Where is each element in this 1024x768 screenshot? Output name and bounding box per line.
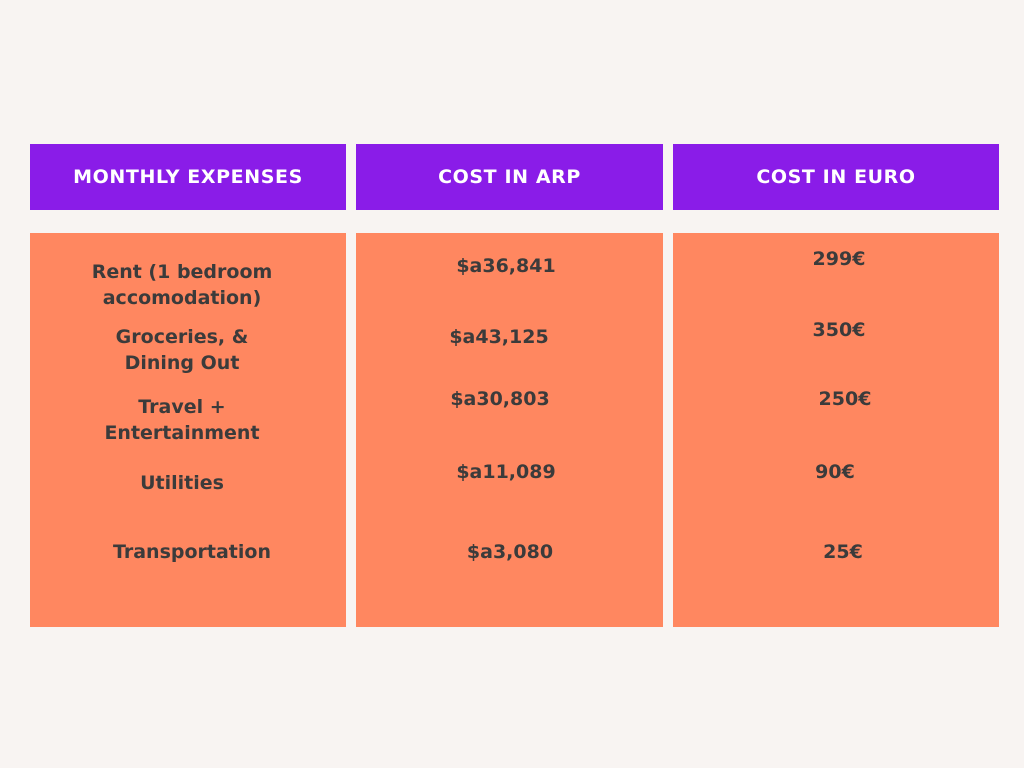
- arp-value-transportation: $a3,080: [466, 541, 554, 563]
- euro-column: [673, 233, 999, 627]
- euro-value-transportation: 25€: [823, 541, 863, 563]
- euro-value-groceries: 350€: [812, 319, 866, 341]
- expense-label-line: Groceries, &: [115, 326, 249, 348]
- header-monthly-expenses-label: MONTHLY EXPENSES: [73, 166, 303, 188]
- expenses-column: [30, 233, 346, 627]
- header-cost-euro-label: COST IN EURO: [756, 166, 916, 188]
- expense-label-line: Travel +: [138, 396, 226, 418]
- arp-value-utilities: $a11,089: [456, 461, 556, 483]
- expense-label-utilities: Utilities: [40, 470, 324, 496]
- euro-value-travel: 250€: [818, 388, 872, 410]
- arp-value-travel: $a30,803: [450, 388, 550, 410]
- expense-label-line: Transportation: [112, 541, 271, 563]
- expense-label-rent: Rent (1 bedroom accomodation): [40, 259, 324, 311]
- expense-label-groceries: Groceries, & Dining Out: [40, 324, 324, 376]
- expense-label-line: accomodation): [102, 287, 262, 309]
- expense-label-travel: Travel + Entertainment: [40, 394, 324, 446]
- expense-label-line: Dining Out: [124, 352, 240, 374]
- expense-label-line: Utilities: [140, 472, 224, 494]
- arp-value-groceries: $a43,125: [449, 326, 549, 348]
- euro-value-rent: 299€: [812, 248, 866, 270]
- euro-value-utilities: 90€: [815, 461, 855, 483]
- header-cost-arp-label: COST IN ARP: [438, 166, 581, 188]
- header-cost-euro: COST IN EURO: [673, 144, 999, 210]
- expense-label-line: Entertainment: [104, 422, 260, 444]
- expense-label-line: Rent (1 bedroom: [91, 261, 273, 283]
- header-cost-arp: COST IN ARP: [356, 144, 663, 210]
- header-monthly-expenses: MONTHLY EXPENSES: [30, 144, 346, 210]
- arp-column: [356, 233, 663, 627]
- arp-value-rent: $a36,841: [456, 255, 556, 277]
- expense-label-transportation: Transportation: [50, 539, 334, 565]
